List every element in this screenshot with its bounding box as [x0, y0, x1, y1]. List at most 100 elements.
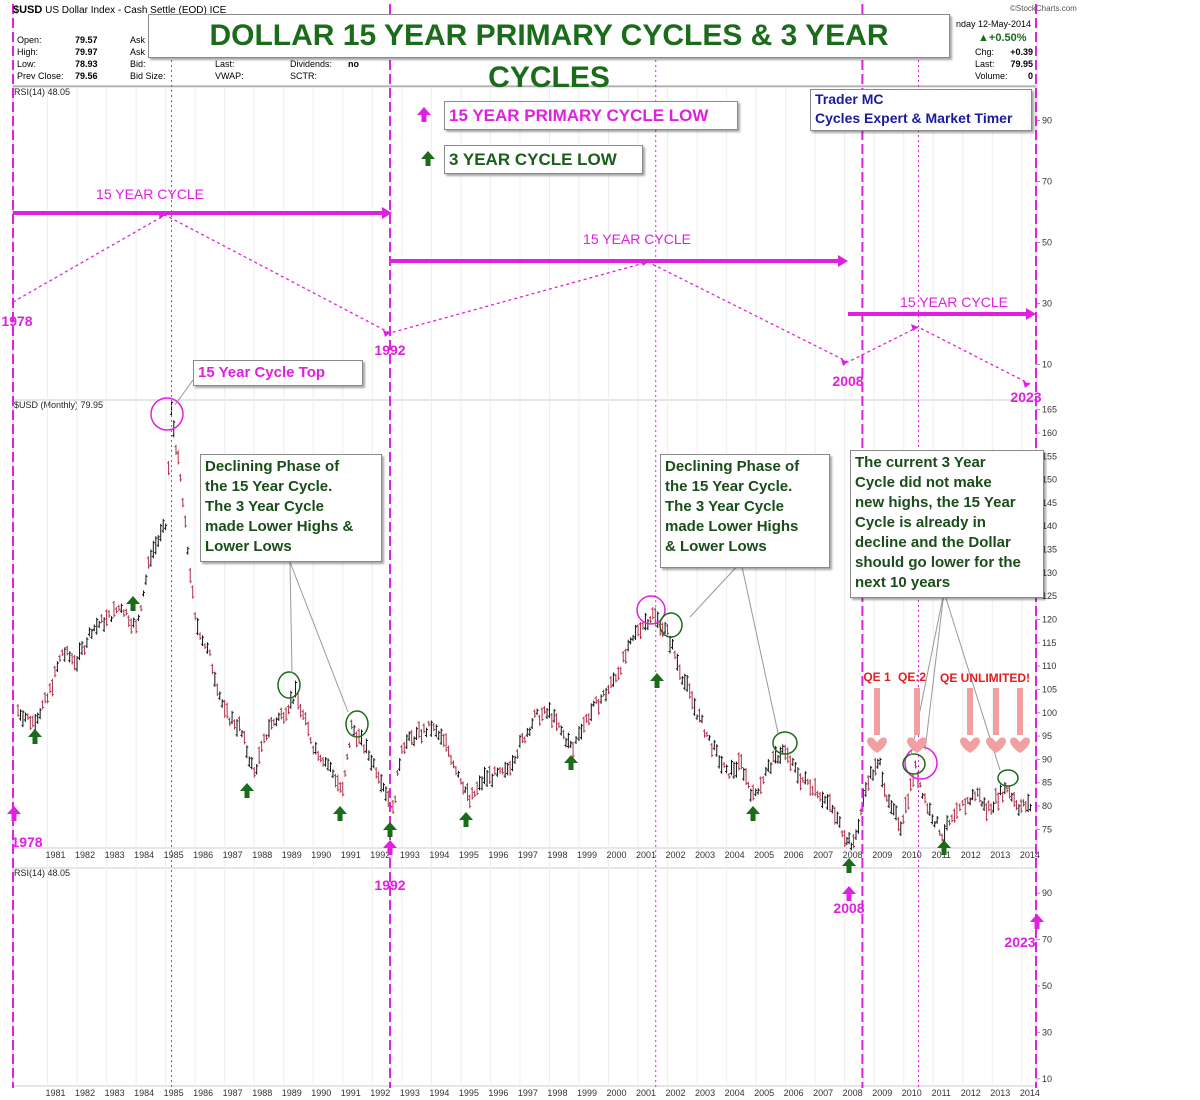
- note-declining-1: Declining Phase of the 15 Year Cycle. The …: [200, 454, 382, 562]
- price-tick-label: 80: [1042, 801, 1052, 811]
- callout-line: [289, 561, 293, 674]
- price-tick-label: 130: [1042, 568, 1057, 578]
- price-tick-label: 160: [1042, 428, 1057, 438]
- wave-arrowhead: [841, 359, 848, 366]
- trader-box: Trader MC Cycles Expert & Market Timer: [810, 89, 1032, 131]
- note-line: decline and the Dollar: [855, 534, 1011, 551]
- wave-arrowhead: [383, 330, 390, 337]
- quote-label: Ask: [130, 47, 146, 57]
- quote-mid3: SCTR:: [290, 71, 317, 81]
- quote-label: High:: [17, 47, 39, 57]
- rsi-tick-label: 30: [1042, 1027, 1052, 1037]
- year-label-bottom: 2003: [695, 1088, 715, 1098]
- note-line: the 15 Year Cycle.: [665, 478, 793, 495]
- three-year-low-arrow: [459, 812, 473, 827]
- year-label: 1984: [134, 850, 154, 860]
- rsi-tick-label: 70: [1042, 935, 1052, 945]
- note-line: The 3 Year Cycle: [205, 498, 324, 515]
- price-tick-label: 100: [1042, 708, 1057, 718]
- quote-right: Volume: 0: [975, 71, 1033, 81]
- qe3-arrow-heart-icon: [1010, 737, 1030, 753]
- cycle-panel-frame: [12, 86, 1037, 401]
- year-label: 2010: [902, 850, 922, 860]
- qe3-arrow-shaft: [967, 688, 973, 735]
- cycle-tick-label: 10: [1042, 360, 1052, 370]
- year-label-bottom: 1988: [252, 1088, 272, 1098]
- three-year-high-circle: [772, 731, 798, 755]
- quote-value: +0.39: [1010, 47, 1033, 57]
- rsi-tick-label: 50: [1042, 981, 1052, 991]
- year-label: 2014: [1020, 850, 1040, 860]
- year-label: 2009: [872, 850, 892, 860]
- price-tick-label: 155: [1042, 451, 1057, 461]
- year-label-bottom: 2000: [606, 1088, 626, 1098]
- year-label-bottom: 1990: [311, 1088, 331, 1098]
- price-tick-label: 95: [1042, 731, 1052, 741]
- year-label-bottom: 2001: [636, 1088, 656, 1098]
- year-label-bottom: 2014: [1020, 1088, 1040, 1098]
- year-label: 2006: [784, 850, 804, 860]
- main-label: $USD (Monthly) 79.95: [14, 400, 103, 410]
- quote-label: Prev Close:: [17, 71, 64, 81]
- quote-value: 79.57: [75, 35, 98, 45]
- quote-label: Open:: [17, 35, 42, 45]
- note-line: Cycle is already in: [855, 514, 986, 531]
- qe3-label: QE UNLIMITED!: [940, 671, 1030, 685]
- three-year-low-arrow: [333, 806, 347, 821]
- year-label: 2004: [725, 850, 745, 860]
- year-label: 2007: [813, 850, 833, 860]
- quote-left: Open: 79.57: [17, 35, 98, 45]
- quote-label: Last:: [975, 59, 995, 69]
- price-tick-label: 90: [1042, 754, 1052, 764]
- price-tick-label: 165: [1042, 405, 1057, 415]
- year-label: 1993: [400, 850, 420, 860]
- note-line: next 10 years: [855, 574, 951, 591]
- year-label-bottom: 1991: [341, 1088, 361, 1098]
- quote-label: Bid:: [130, 59, 146, 69]
- symbol-name: US Dollar Index - Cash Settle (EOD): [45, 5, 207, 16]
- cycle-label-3: 15 YEAR CYCLE: [900, 294, 1008, 310]
- price-tick-label: 120: [1042, 615, 1057, 625]
- source-label: ©StockCharts.com: [1010, 4, 1077, 13]
- trader-name: Trader MC: [815, 91, 884, 107]
- three-year-high-circle: [345, 710, 369, 738]
- price-tick-label: 115: [1042, 638, 1056, 648]
- year-label-bottom: 1983: [105, 1088, 125, 1098]
- legend-primary-label: 15 YEAR PRIMARY CYCLE LOW: [449, 106, 709, 125]
- cycle-year-1992: 1992: [374, 342, 405, 358]
- legend-green-arrow-icon: [421, 151, 435, 166]
- legend-primary: 15 YEAR PRIMARY CYCLE LOW: [444, 101, 738, 130]
- note-line: new highs, the 15 Year: [855, 494, 1016, 511]
- year-label-bottom: 1995: [459, 1088, 479, 1098]
- change-pct: ▲+0.50%: [978, 32, 1027, 44]
- year-label: 1999: [577, 850, 597, 860]
- exchange: ICE: [209, 5, 227, 16]
- three-year-low-arrow: [28, 729, 42, 744]
- cycle-tick-label: 90: [1042, 116, 1052, 126]
- year-label-bottom: 2002: [666, 1088, 686, 1098]
- year-label: 1982: [75, 850, 95, 860]
- quote-label: Dividends:: [290, 59, 333, 69]
- three-year-high-circle: [277, 671, 301, 699]
- year-label: 2013: [990, 850, 1010, 860]
- primary-low-arrow: [383, 840, 397, 855]
- wave-arrowhead: [641, 259, 648, 266]
- year-label: 1987: [223, 850, 243, 860]
- year-label-bottom: 2013: [990, 1088, 1010, 1098]
- three-year-high-circle: [997, 769, 1019, 787]
- qe3-arrow-shaft: [993, 688, 999, 735]
- year-label-bottom: 1987: [223, 1088, 243, 1098]
- qe1-arrow-heart-icon: [867, 737, 887, 753]
- cycle-year-1978: 1978: [1, 313, 32, 329]
- year-label-bottom: 1994: [429, 1088, 449, 1098]
- year-label: 2003: [695, 850, 715, 860]
- legend-three-year: 3 YEAR CYCLE LOW: [444, 145, 643, 174]
- year-label: 1992: [370, 850, 390, 860]
- callout-line: [689, 561, 742, 618]
- primary-low-arrow: [7, 806, 21, 821]
- rsi-tick-label: 90: [1042, 888, 1052, 898]
- three-year-low-arrow: [746, 806, 760, 821]
- quote-label: Bid Size:: [130, 71, 166, 81]
- note-line: Declining Phase of: [205, 458, 340, 475]
